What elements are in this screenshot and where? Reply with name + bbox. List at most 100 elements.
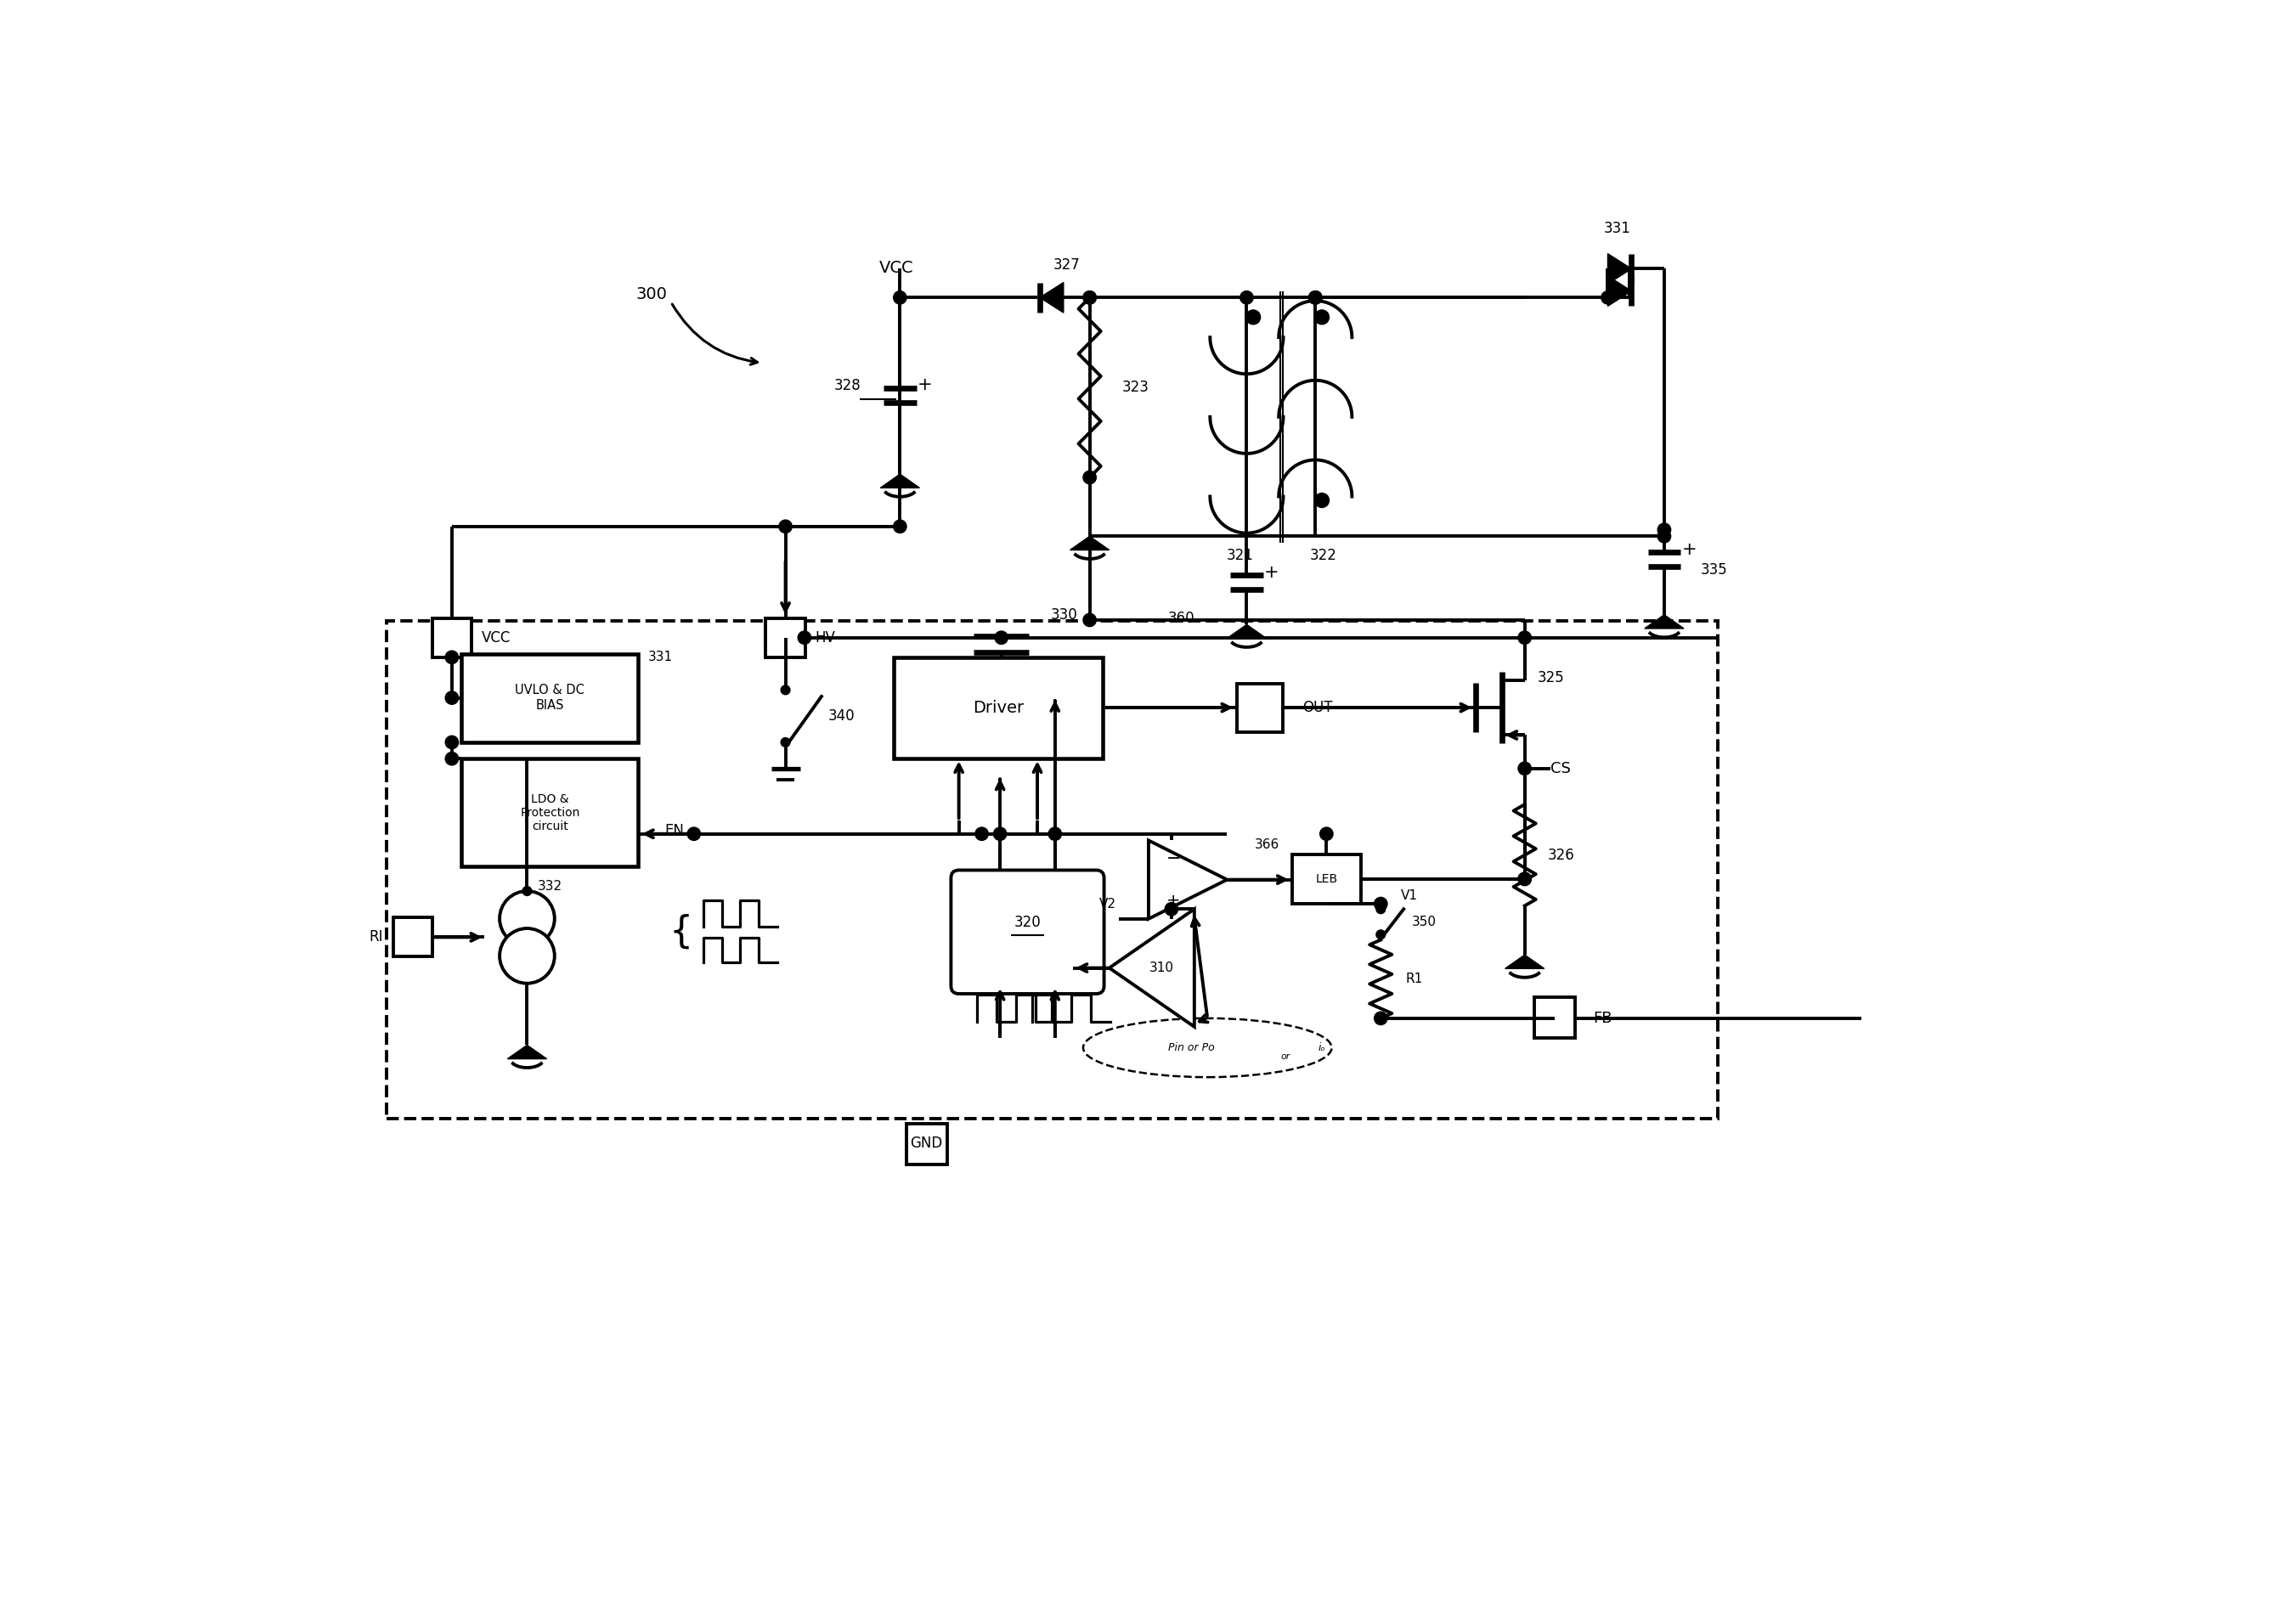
Text: {: { [668,914,693,950]
Circle shape [1240,291,1253,304]
Circle shape [993,827,1006,840]
Text: Pin or Po: Pin or Po [1169,1043,1214,1054]
Bar [462,758,638,867]
Text: 331: 331 [647,651,672,664]
Circle shape [1315,310,1329,325]
Polygon shape [1608,276,1631,307]
Text: EN: EN [666,823,684,838]
Circle shape [1320,827,1333,840]
Text: 322: 322 [1310,549,1336,564]
Bar [1237,684,1283,732]
Circle shape [499,892,553,945]
Circle shape [1315,494,1329,508]
Circle shape [1308,291,1322,304]
Bar [1292,854,1361,905]
Text: FB: FB [1594,1010,1612,1026]
Circle shape [446,651,457,664]
Text: OUT: OUT [1301,700,1333,715]
Polygon shape [1644,615,1683,628]
Text: 335: 335 [1699,562,1727,578]
Text: +: + [1166,893,1180,909]
Circle shape [780,520,791,533]
Circle shape [894,520,906,533]
Circle shape [1084,291,1095,304]
Polygon shape [1109,909,1194,1026]
Circle shape [1308,291,1322,304]
Text: 350: 350 [1411,916,1436,929]
Text: 366: 366 [1256,838,1278,851]
Polygon shape [1608,253,1631,284]
Circle shape [1084,614,1095,627]
Polygon shape [880,474,919,487]
Text: iₒ: iₒ [1317,1043,1326,1054]
Text: +: + [1681,541,1697,559]
Text: +: + [917,377,933,393]
Bar [766,619,805,658]
Circle shape [1658,523,1672,536]
Polygon shape [1041,283,1063,313]
Text: HV: HV [814,630,835,645]
Circle shape [1519,872,1532,885]
Text: or: or [1281,1052,1290,1060]
Text: 323: 323 [1123,380,1150,395]
Circle shape [1601,291,1615,304]
Text: VCC: VCC [480,630,510,645]
Text: −: − [1166,851,1180,867]
Circle shape [1246,310,1260,325]
Circle shape [1658,529,1672,542]
Bar [393,918,432,957]
Circle shape [1374,898,1388,911]
Text: V1: V1 [1400,890,1418,903]
Text: 326: 326 [1548,848,1573,862]
Bar [906,1124,947,1164]
Polygon shape [508,1046,547,1059]
Text: 327: 327 [1054,257,1079,273]
Circle shape [798,632,812,645]
Text: 330: 330 [1050,607,1077,622]
Polygon shape [1070,536,1109,551]
Circle shape [446,692,457,705]
Circle shape [446,752,457,765]
Circle shape [1377,931,1386,939]
Circle shape [521,887,531,895]
Text: V2: V2 [1100,898,1116,911]
Circle shape [499,929,553,984]
Bar [462,654,638,742]
Circle shape [1164,903,1178,916]
Text: VCC: VCC [880,260,915,276]
Text: 360: 360 [1169,611,1194,625]
FancyBboxPatch shape [951,870,1105,994]
Text: LEB: LEB [1315,874,1338,885]
Text: CS: CS [1551,760,1571,776]
Polygon shape [1505,955,1544,968]
Bar [432,619,471,658]
Text: Driver: Driver [972,700,1025,716]
Text: 340: 340 [828,708,855,724]
Circle shape [1374,1012,1388,1025]
Circle shape [894,291,906,304]
Circle shape [1308,291,1322,304]
Bar [1535,997,1576,1038]
Text: 328: 328 [835,378,860,393]
Text: 320: 320 [1013,914,1041,931]
Text: R1: R1 [1407,973,1423,986]
Circle shape [780,685,789,695]
Text: UVLO & DC
BIAS: UVLO & DC BIAS [515,684,585,711]
Circle shape [1519,872,1532,885]
Circle shape [1377,905,1386,914]
Circle shape [1084,471,1095,484]
Circle shape [1084,291,1095,304]
Circle shape [974,827,988,840]
Bar [894,658,1102,758]
Circle shape [780,737,789,747]
Polygon shape [1148,840,1228,919]
Text: 325: 325 [1537,671,1564,685]
Text: LDO &
Protection
circuit: LDO & Protection circuit [519,793,581,833]
Text: GND: GND [910,1135,942,1151]
Text: 300: 300 [636,286,668,302]
Bar [387,622,1718,1119]
Text: RI: RI [368,929,384,945]
Text: 332: 332 [537,880,563,893]
Text: 310: 310 [1150,961,1173,974]
Text: +: + [1265,564,1278,581]
